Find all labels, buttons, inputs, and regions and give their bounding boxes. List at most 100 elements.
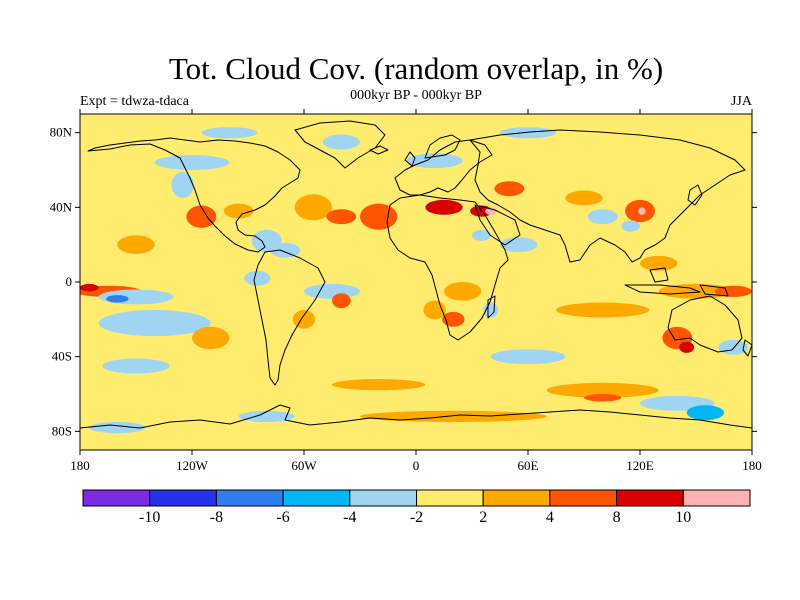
lon-tick-label: 60E [518,458,539,473]
colorbar-label: -8 [210,509,223,526]
colorbar-box-1 [149,489,217,507]
lat-tick-label: 40S [52,349,72,364]
lon-tick-label: 180 [70,458,90,473]
anomaly-patch-11 [223,203,254,219]
anomaly-patch-41 [714,285,752,297]
anomaly-patch-7 [192,326,230,350]
coast-iceland [369,145,389,155]
coast-europe [394,139,493,196]
anomaly-patch-28 [472,229,491,241]
anomaly-patch-14 [244,270,271,286]
anomaly-patch-37 [621,220,641,232]
season-label: JJA [730,94,752,109]
colorbar-box-0 [82,489,151,507]
colorbar-box-2 [215,489,284,507]
map-subtitle: 000kyr BP - 000kyr BP [350,88,482,103]
colorbar-box-8 [616,489,684,507]
lon-tick-label: 120E [626,458,654,473]
colorbar-label: 10 [675,509,691,526]
anomaly-patch-8 [154,155,230,171]
anomaly-patch-26 [494,181,525,197]
coast-new-zealand [742,339,752,357]
lat-tick-label: 0 [66,274,73,289]
anomaly-patch-16 [326,209,357,225]
lon-tick-label: 0 [413,458,420,473]
map-title: Tot. Cloud Cov. (random overlap, in %) [168,51,664,86]
coast-africa [386,194,509,341]
anomaly-patch-22 [425,199,463,215]
colorbar-box-9 [682,489,751,507]
lon-tick-label: 120W [176,458,209,473]
lat-tick-label: 40N [50,199,73,214]
colorbar-label: 2 [479,509,487,526]
anomaly-patch-47 [584,394,622,402]
coast-antarctica [80,404,752,429]
coast-uk [404,151,416,167]
anomaly-patch-38 [640,255,678,271]
anomaly-patch-2 [80,283,99,292]
colorbar-box-5 [416,489,484,507]
anomaly-patch-17 [304,283,360,299]
anomaly-patch-30 [442,311,465,327]
coast-borneo [649,267,669,283]
coast-south-america [253,249,326,386]
anomaly-patch-36 [638,207,646,215]
anomaly-patch-25 [406,153,463,169]
anomaly-patch-6 [102,358,170,374]
lon-tick-label: 180 [742,458,762,473]
coast-scandinavia [424,134,461,159]
coast-australia [667,295,743,353]
coast-north-america [87,137,301,253]
lon-tick-label: 60W [291,458,317,473]
anomaly-patch-4 [106,295,129,303]
map-panel: 180 120W 60W 0 60E 120E 180 80N 40N 0 40S 80S [50,109,762,473]
coast-arabia [474,204,521,246]
anomaly-patch-43 [679,341,695,353]
colorbar-box-3 [282,489,351,507]
anomaly-patch-51 [238,410,295,422]
colorbar-label: 8 [613,509,621,526]
anomaly-patch-54 [322,134,361,150]
anomaly-patch-52 [89,422,146,434]
anomaly-patch-10 [186,205,217,228]
colorbar-label: -6 [276,509,289,526]
anomaly-patch-15 [294,194,333,221]
anomaly-patch-34 [587,209,618,225]
coast-indonesia [624,284,701,295]
colorbar-box-4 [349,489,417,507]
anomaly-patch-18 [292,310,316,329]
colorbar: -10 -8 -6 -4 -2 2 4 8 10 [82,489,751,526]
lat-tick-label: 80N [50,125,73,140]
anomaly-patch-49 [686,405,724,421]
colorbar-label: 4 [546,509,554,526]
anomaly-patch-0 [117,235,155,255]
coast-asia [469,129,746,263]
anomaly-contours [80,127,752,434]
anomaly-patch-29 [444,282,482,301]
lat-tick-label: 80S [52,423,72,438]
experiment-label: Expt = tdwza-tdaca [80,94,189,109]
colorbar-label: -10 [139,509,160,526]
coast-madagascar [487,295,496,319]
anomaly-patch-45 [490,349,566,365]
colorbar-label: -4 [343,509,356,526]
anomaly-patch-21 [332,379,426,391]
anomaly-patch-46 [546,382,659,398]
coastlines [80,120,752,429]
anomaly-patch-53 [201,127,258,139]
anomaly-patch-50 [360,410,547,422]
anomaly-patch-27 [500,237,538,253]
anomaly-patch-39 [556,302,650,318]
anomaly-patch-13 [270,242,301,258]
coast-greenland [294,120,386,169]
anomaly-patch-20 [360,203,398,230]
anomaly-patch-9 [171,171,194,198]
map-axes: 180 120W 60W 0 60E 120E 180 80N 40N 0 40S 80S [50,109,762,473]
anomaly-patch-19 [332,293,351,309]
colorbar-box-6 [482,489,551,507]
coast-new-guinea [699,284,729,297]
coast-japan [687,184,703,206]
anomaly-patch-5 [98,310,211,337]
colorbar-label: -2 [410,509,423,526]
